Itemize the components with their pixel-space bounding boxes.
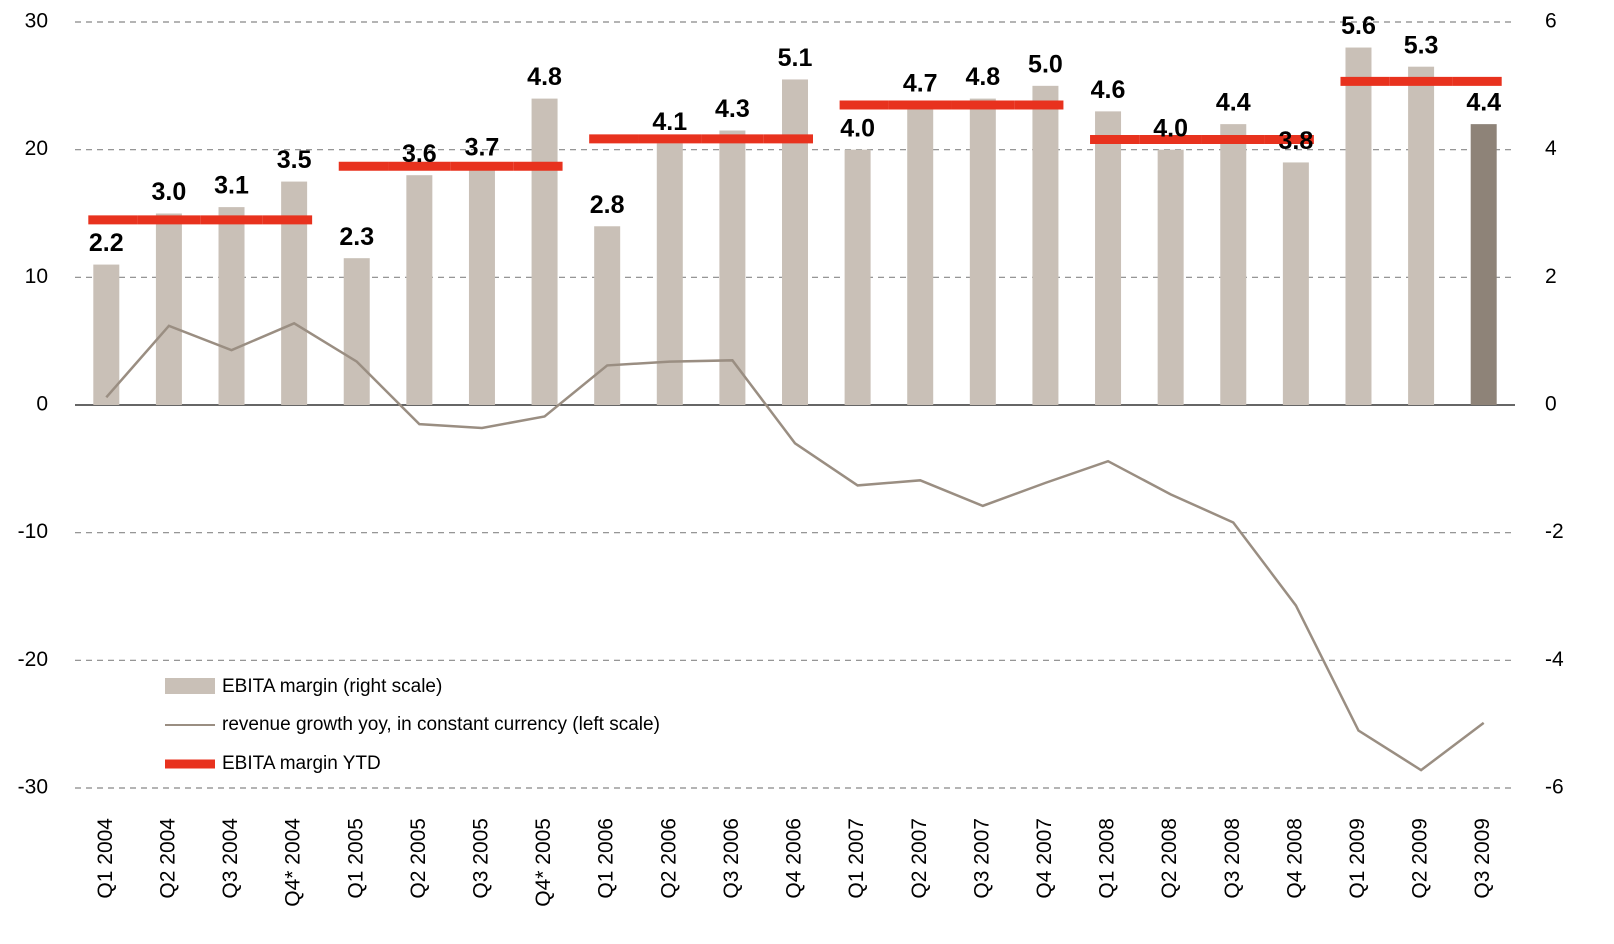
data-label: 4.6 xyxy=(1091,76,1126,104)
x-tick-label: Q4 2008 xyxy=(1283,818,1306,899)
data-label: 3.1 xyxy=(214,172,249,200)
data-label: 3.5 xyxy=(277,146,312,174)
x-tick-label: Q4* 2004 xyxy=(282,818,305,907)
data-label: 4.3 xyxy=(715,95,750,123)
x-tick-label: Q1 2004 xyxy=(94,818,117,899)
bar xyxy=(1157,149,1184,405)
y-tick-label: -30 xyxy=(18,776,48,799)
x-tick-label: Q2 2009 xyxy=(1409,818,1432,899)
bar xyxy=(93,264,120,405)
x-tick-label: Q2 2007 xyxy=(908,818,931,899)
bar xyxy=(343,258,370,405)
bar xyxy=(656,143,683,406)
bar xyxy=(844,149,871,405)
bar xyxy=(468,168,495,405)
y2-tick-label: -6 xyxy=(1545,776,1564,799)
data-label: 3.7 xyxy=(465,133,500,161)
x-tick-label: Q3 2009 xyxy=(1471,818,1494,899)
legend-swatch xyxy=(165,678,215,694)
y2-tick-label: -4 xyxy=(1545,648,1564,671)
data-label: 4.8 xyxy=(527,63,562,91)
data-label: 4.8 xyxy=(965,63,1000,91)
x-tick-label: Q1 2009 xyxy=(1346,818,1369,899)
x-tick-label: Q2 2004 xyxy=(156,818,179,899)
data-label: 3.0 xyxy=(152,178,187,206)
x-tick-label: Q3 2004 xyxy=(219,818,242,899)
y-tick-label: 0 xyxy=(36,393,48,416)
x-tick-label: Q1 2006 xyxy=(595,818,618,899)
x-tick-label: Q1 2007 xyxy=(845,818,868,899)
y-tick-label: -20 xyxy=(18,648,48,671)
bar xyxy=(1220,124,1247,405)
data-label: 2.3 xyxy=(339,223,374,251)
y2-tick-label: 0 xyxy=(1545,393,1557,416)
y-tick-label: 30 xyxy=(25,10,48,33)
x-tick-label: Q1 2005 xyxy=(344,818,367,899)
data-label: 4.4 xyxy=(1216,89,1251,117)
legend-label: revenue growth yoy, in constant currency… xyxy=(222,714,660,735)
data-label: 4.1 xyxy=(652,108,687,136)
legend-label: EBITA margin (right scale) xyxy=(222,676,442,697)
x-tick-label: Q2 2005 xyxy=(407,818,430,899)
line xyxy=(105,321,1485,772)
bar xyxy=(594,226,621,405)
bar xyxy=(782,79,808,405)
data-label: 2.2 xyxy=(89,229,124,257)
x-tick-label: Q2 2008 xyxy=(1158,818,1181,899)
data-label: 5.1 xyxy=(778,44,813,72)
bar xyxy=(218,207,245,405)
data-label: 4.4 xyxy=(1466,89,1501,117)
x-tick-label: Q4* 2005 xyxy=(532,818,555,907)
bar xyxy=(1408,66,1435,405)
data-label: 2.8 xyxy=(590,191,625,219)
bar xyxy=(531,98,558,405)
x-tick-label: Q3 2008 xyxy=(1221,818,1244,899)
y-tick-label: 10 xyxy=(25,265,48,288)
bar xyxy=(719,130,746,405)
bar xyxy=(281,181,308,405)
y2-tick-label: 2 xyxy=(1545,265,1557,288)
data-label: 4.0 xyxy=(1153,114,1188,142)
x-tick-label: Q4 2006 xyxy=(783,818,806,899)
y2-tick-label: -2 xyxy=(1545,520,1564,543)
x-tick-label: Q3 2007 xyxy=(970,818,993,899)
bar xyxy=(155,213,182,405)
y2-tick-label: 4 xyxy=(1545,137,1557,160)
bar xyxy=(1032,85,1059,405)
x-tick-label: Q4 2007 xyxy=(1033,818,1056,899)
bar xyxy=(406,175,433,405)
y-tick-label: -10 xyxy=(18,520,48,543)
x-tick-label: Q3 2006 xyxy=(720,818,743,899)
data-label: 4.0 xyxy=(840,114,875,142)
bar xyxy=(969,98,996,405)
bar xyxy=(1282,162,1309,405)
x-tick-label: Q2 2006 xyxy=(657,818,680,899)
bar xyxy=(1470,124,1497,405)
bar xyxy=(907,104,934,405)
data-label: 3.8 xyxy=(1278,127,1313,155)
y-tick-label: 20 xyxy=(25,137,48,160)
y2-tick-label: 6 xyxy=(1545,10,1557,33)
data-label: 4.7 xyxy=(903,70,938,98)
data-label: 5.3 xyxy=(1404,31,1439,59)
x-tick-label: Q3 2005 xyxy=(470,818,493,899)
data-label: 5.6 xyxy=(1341,12,1376,40)
x-tick-label: Q1 2008 xyxy=(1096,818,1119,899)
bar xyxy=(1345,47,1372,406)
bar xyxy=(1095,111,1122,405)
data-label: 5.0 xyxy=(1028,50,1063,78)
data-label: 3.6 xyxy=(402,140,437,168)
legend-label: EBITA margin YTD xyxy=(222,753,381,774)
